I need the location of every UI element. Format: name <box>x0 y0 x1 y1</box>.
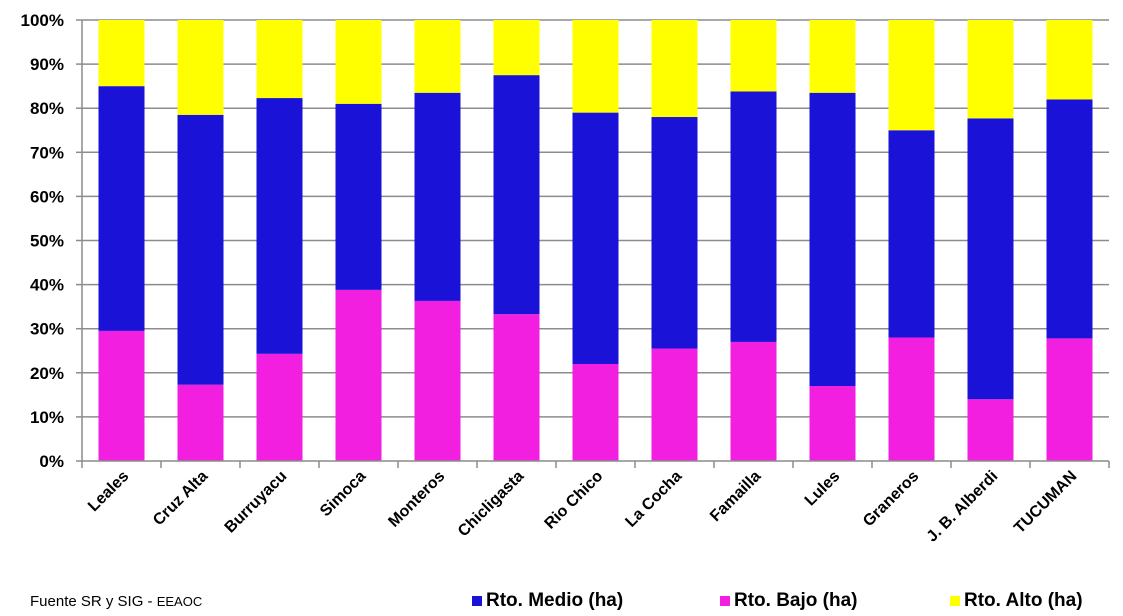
y-tick-label: 0% <box>39 452 64 471</box>
legend-swatch-bajo <box>720 596 730 606</box>
bar-rto-medio-ha-j-b-alberdi <box>967 118 1014 400</box>
bar-rto-medio-ha-la-cocha <box>651 117 698 349</box>
x-tick-label: Rio Chico <box>542 468 607 533</box>
y-tick-label: 40% <box>30 276 64 295</box>
bar-rto-medio-ha-famailla <box>730 91 777 342</box>
bar-rto-medio-ha-graneros <box>888 130 935 338</box>
y-tick-label: 70% <box>30 143 64 162</box>
legend-item-bajo: Rto. Bajo (ha) <box>720 590 858 612</box>
bar-rto-alto-ha-graneros <box>888 20 935 131</box>
y-tick-label: 30% <box>30 320 64 339</box>
bar-rto-medio-ha-monteros <box>414 92 461 301</box>
bar-rto-bajo-ha-simoca <box>335 289 382 461</box>
legend-item-medio: Rto. Medio (ha) <box>472 590 623 612</box>
x-tick-label: Famailla <box>707 468 764 525</box>
y-tick-label: 90% <box>30 55 64 74</box>
bar-rto-bajo-ha-tucuman <box>1046 338 1093 461</box>
bar-rto-medio-ha-cruz-alta <box>177 114 224 385</box>
bar-rto-alto-ha-la-cocha <box>651 20 698 118</box>
bar-rto-medio-ha-chicligasta <box>493 75 540 315</box>
bar-rto-medio-ha-rio-chico <box>572 112 619 364</box>
legend-item-alto: Rto. Alto (ha) <box>950 590 1083 612</box>
y-tick-label: 100% <box>21 11 64 30</box>
axes <box>76 19 1110 468</box>
legend-swatch-medio <box>472 596 482 606</box>
legend-label-medio: Rto. Medio (ha) <box>486 590 624 611</box>
bar-rto-alto-ha-lules <box>809 20 856 93</box>
bar-rto-alto-ha-famailla <box>730 20 777 92</box>
bar-rto-medio-ha-tucuman <box>1046 99 1093 339</box>
source-org: EEAOC <box>156 594 203 609</box>
bar-rto-bajo-ha-leales <box>98 330 145 461</box>
y-tick-label: 80% <box>30 99 64 118</box>
x-tick-label: Burruyacu <box>222 468 291 537</box>
bar-rto-alto-ha-simoca <box>335 20 382 104</box>
x-tick-label: J. B. Alberdi <box>924 468 1002 546</box>
bar-rto-bajo-ha-burruyacu <box>256 353 303 461</box>
y-tick-label: 20% <box>30 364 64 383</box>
y-tick-label: 50% <box>30 232 64 251</box>
x-tick-labels: Leales Cruz Alta Burruyacu Simoca Monteros Ch… <box>85 468 1080 546</box>
bar-rto-bajo-ha-famailla <box>730 341 777 461</box>
source-text: Fuente SR y SIG - <box>30 593 157 610</box>
x-tick-label: Simoca <box>317 468 369 520</box>
x-tick-label: La Cocha <box>622 468 685 531</box>
bar-rto-bajo-ha-monteros <box>414 300 461 461</box>
bar-rto-alto-ha-monteros <box>414 20 461 93</box>
bar-rto-bajo-ha-cruz-alta <box>177 384 224 461</box>
x-tick-label: Cruz Alta <box>150 468 211 529</box>
x-tick-label: Chicligasta <box>455 468 527 540</box>
bar-rto-alto-ha-tucuman <box>1046 20 1093 100</box>
bar-rto-bajo-ha-chicligasta <box>493 314 540 461</box>
bar-rto-medio-ha-simoca <box>335 103 382 290</box>
bar-rto-alto-ha-burruyacu <box>256 20 303 99</box>
legend-label-alto: Rto. Alto (ha) <box>964 590 1083 611</box>
bar-rto-medio-ha-lules <box>809 92 856 387</box>
bars <box>98 20 1093 461</box>
bar-rto-alto-ha-j-b-alberdi <box>967 20 1014 119</box>
source-note: Fuente SR y SIG - EEAOC <box>30 593 202 610</box>
x-tick-label: TUCUMAN <box>1011 468 1080 537</box>
bar-rto-bajo-ha-graneros <box>888 337 935 461</box>
bar-rto-alto-ha-rio-chico <box>572 20 619 113</box>
bar-rto-alto-ha-cruz-alta <box>177 20 224 115</box>
y-tick-label: 60% <box>30 187 64 206</box>
legend-swatch-alto <box>950 596 960 606</box>
x-tick-label: Monteros <box>385 468 448 531</box>
x-tick-label: Lules <box>802 468 844 510</box>
bar-rto-bajo-ha-la-cocha <box>651 348 698 461</box>
bar-rto-bajo-ha-j-b-alberdi <box>967 399 1014 461</box>
y-tick-label: 10% <box>30 408 64 427</box>
x-tick-label: Graneros <box>860 468 922 530</box>
legend-label-bajo: Rto. Bajo (ha) <box>734 590 858 611</box>
bar-rto-bajo-ha-lules <box>809 386 856 461</box>
bar-rto-medio-ha-burruyacu <box>256 98 303 354</box>
bar-rto-alto-ha-leales <box>98 20 145 87</box>
x-tick-label: Leales <box>85 468 132 515</box>
bar-rto-alto-ha-chicligasta <box>493 20 540 76</box>
bar-rto-medio-ha-leales <box>98 86 145 331</box>
y-tick-labels: 0% 10% 20% 30% 40% 50% 60% 70% 80% 90% 100% <box>21 11 64 471</box>
bar-rto-bajo-ha-rio-chico <box>572 363 619 461</box>
